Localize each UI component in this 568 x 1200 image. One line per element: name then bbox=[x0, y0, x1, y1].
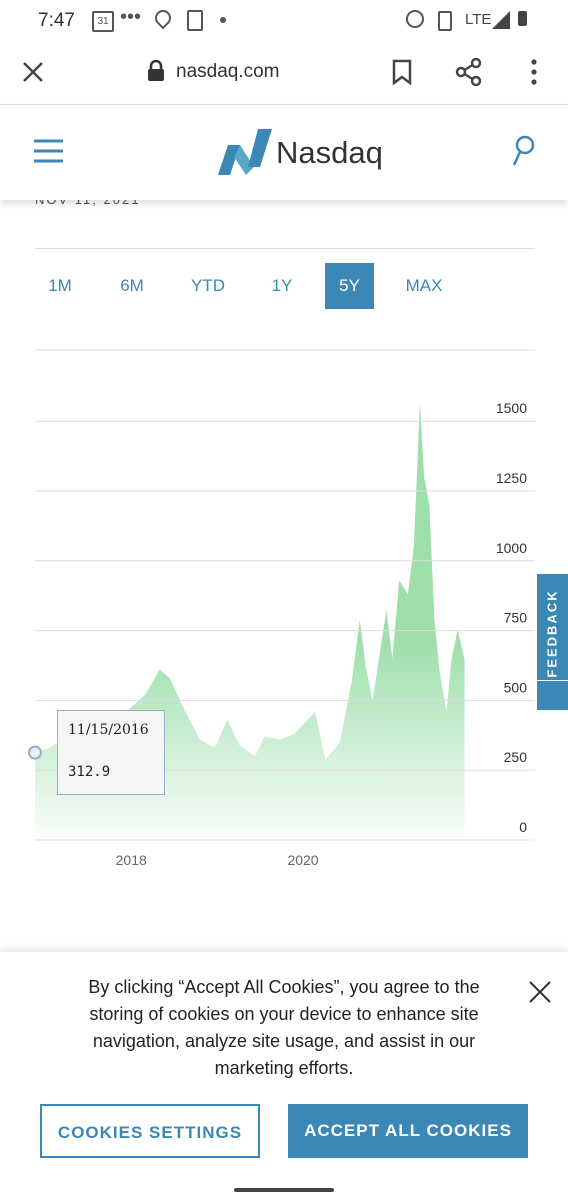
home-indicator bbox=[234, 1188, 334, 1192]
range-tab[interactable]: 1Y bbox=[271, 276, 293, 295]
tooltip-date: 11/15/2016 bbox=[68, 722, 149, 738]
range-tab[interactable]: 1M bbox=[48, 276, 72, 295]
cookies-settings-button[interactable]: COOKIES SETTINGS bbox=[40, 1104, 260, 1158]
range-tab[interactable]: 6M bbox=[120, 276, 144, 295]
feedback-divider bbox=[537, 680, 568, 681]
location-icon bbox=[151, 6, 175, 30]
calendar-icon: 31 bbox=[92, 11, 114, 32]
cookie-close-button[interactable] bbox=[528, 980, 552, 1004]
logo-text[interactable]: Nasdaq bbox=[276, 135, 383, 170]
feedback-label: FEEDBACK bbox=[544, 589, 560, 678]
bookmark-button[interactable] bbox=[392, 59, 412, 85]
alarm-icon bbox=[406, 10, 424, 28]
share-button[interactable] bbox=[455, 58, 483, 86]
x-tick-label: 2020 bbox=[287, 852, 318, 868]
range-tab[interactable]: MAX bbox=[405, 276, 443, 295]
status-bar: 7:47 31 ••• LTE bbox=[0, 0, 568, 40]
feedback-tab[interactable]: FEEDBACK bbox=[537, 574, 568, 710]
dot-icon bbox=[220, 17, 226, 23]
search-button[interactable] bbox=[512, 135, 536, 167]
signal-icon bbox=[492, 11, 510, 29]
url[interactable]: nasdaq.com bbox=[176, 61, 280, 82]
accept-cookies-button[interactable]: ACCEPT ALL COOKIES bbox=[288, 1104, 528, 1158]
logo-mark bbox=[218, 129, 272, 175]
y-tick-label: 1500 bbox=[496, 400, 527, 416]
lock-icon bbox=[148, 60, 164, 81]
range-tab[interactable]: YTD bbox=[191, 276, 225, 295]
dots-icon: ••• bbox=[120, 6, 142, 28]
cookie-text: By clicking “Accept All Cookies”, you ag… bbox=[88, 977, 480, 1078]
clock: 7:47 bbox=[38, 10, 75, 31]
y-tick-label: 500 bbox=[504, 679, 528, 695]
close-tab-button[interactable] bbox=[22, 61, 44, 83]
site-header: Nasdaq bbox=[0, 105, 568, 200]
vibrate-icon bbox=[438, 11, 452, 31]
x-tick-label: 2018 bbox=[116, 852, 147, 868]
tooltip-marker bbox=[28, 745, 42, 760]
range-tab[interactable]: 5Y bbox=[325, 263, 374, 309]
browser-bar: nasdaq.com bbox=[0, 40, 568, 105]
menu-button[interactable] bbox=[530, 59, 538, 85]
y-tick-label: 750 bbox=[504, 610, 528, 626]
y-tick-label: 1000 bbox=[496, 540, 527, 556]
y-tick-label: 0 bbox=[519, 819, 527, 835]
cookie-banner: By clicking “Accept All Cookies”, you ag… bbox=[0, 952, 568, 1200]
tooltip-value: 312.9 bbox=[68, 764, 111, 780]
download-icon bbox=[187, 10, 203, 31]
battery-icon bbox=[518, 11, 527, 26]
divider bbox=[35, 248, 535, 249]
network: LTE bbox=[465, 11, 492, 28]
y-tick-label: 1250 bbox=[496, 470, 527, 486]
y-tick-label: 250 bbox=[504, 749, 528, 765]
hamburger-button[interactable] bbox=[34, 139, 63, 163]
tooltip: 11/15/2016 312.9 bbox=[57, 710, 165, 795]
